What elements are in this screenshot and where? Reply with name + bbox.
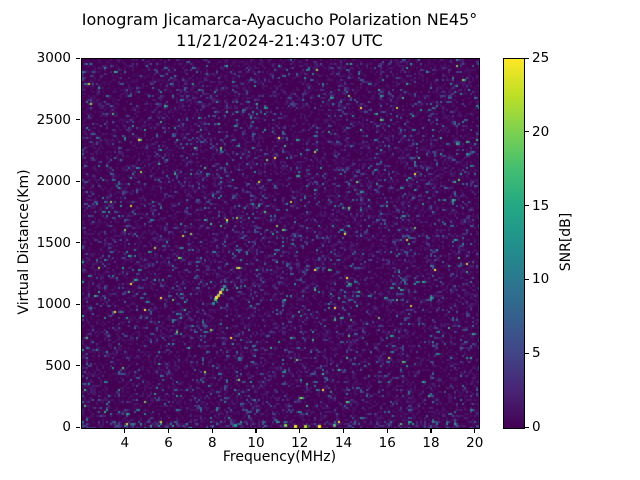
x-tick-mark [474,429,476,433]
heatmap-canvas [82,59,479,428]
chart-title: Ionogram Jicamarca-Ayacucho Polarization… [81,10,478,29]
x-tick-label: 8 [207,435,217,451]
y-tick-label: 2000 [36,173,71,189]
colorbar-tick-mark [525,205,529,207]
colorbar-tick-label: 10 [532,271,550,288]
x-tick-mark [342,429,345,433]
x-tick-label: 12 [291,435,309,451]
y-tick-mark [76,303,80,305]
x-tick-label: 20 [466,435,484,451]
colorbar-tick-label: 0 [532,419,541,435]
colorbar-tick-mark [525,426,529,428]
x-tick-label: 16 [378,435,396,451]
x-tick-label: 4 [120,435,130,451]
colorbar-tick-mark [525,352,529,354]
x-tick-mark [211,429,213,433]
x-tick-mark [124,429,126,433]
colorbar-tick-label: 5 [532,345,541,362]
colorbar-tick-mark [525,57,529,59]
y-axis-label: Virtual Distance(Km) [16,169,32,315]
colorbar-tick-mark [525,278,529,281]
x-tick-mark [255,429,257,433]
y-tick-label: 2500 [36,111,71,128]
x-tick-mark [299,429,301,433]
y-tick-mark [76,57,80,59]
y-tick-mark [76,180,80,182]
x-tick-label: 18 [422,435,440,451]
colorbar-label: SNR[dB] [558,212,574,272]
x-tick-mark [386,429,388,433]
x-tick-label: 14 [334,435,353,451]
y-tick-mark [76,426,80,428]
colorbar-tick-label: 15 [532,197,550,214]
colorbar [503,58,525,429]
colorbar-tick-label: 25 [532,50,550,66]
colorbar-tick-label: 20 [532,123,550,140]
chart-subtitle: 11/21/2024-21:43:07 UTC [176,31,383,50]
colorbar-tick-mark [525,131,529,133]
chart-title-block: Ionogram Jicamarca-Ayacucho Polarization… [81,9,478,51]
y-tick-mark [76,365,80,367]
x-tick-label: 6 [164,435,173,451]
y-tick-mark [76,242,80,244]
x-tick-mark [430,429,432,433]
colorbar-gradient [504,59,524,428]
x-tick-mark [167,429,170,433]
y-tick-label: 500 [45,357,71,374]
y-tick-label: 3000 [36,50,71,66]
y-tick-label: 0 [62,419,71,435]
y-tick-label: 1000 [36,296,71,312]
y-tick-label: 1500 [36,234,71,251]
plot-area [81,58,480,429]
x-axis-label: Frequency(MHz) [222,449,337,465]
x-tick-label: 10 [247,435,265,451]
y-tick-mark [76,119,80,121]
